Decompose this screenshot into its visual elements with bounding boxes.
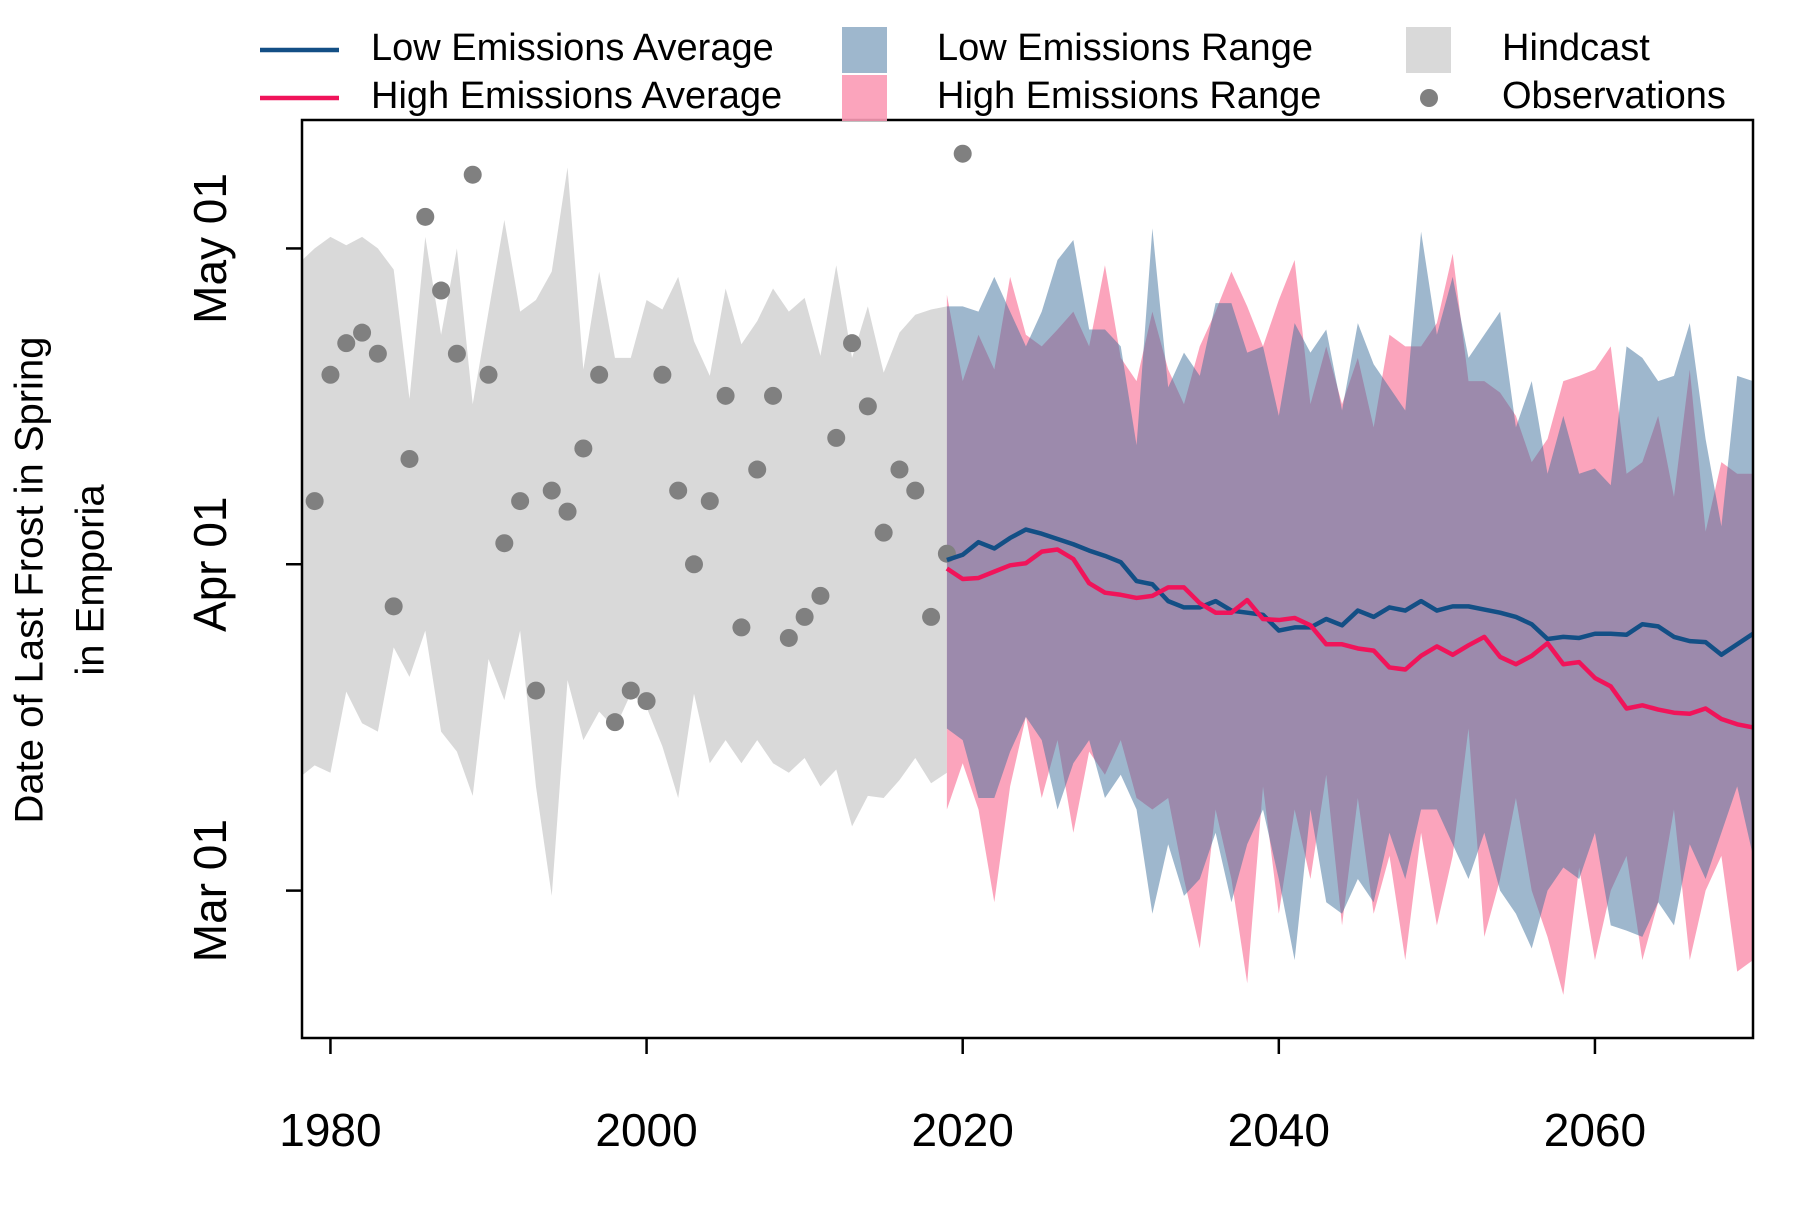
observation-point <box>700 492 719 511</box>
plot-frame <box>300 118 1755 1040</box>
observation-point <box>732 618 751 637</box>
x-tick-label: 2020 <box>912 1104 1014 1156</box>
legend-swatch <box>842 27 887 73</box>
observation-point <box>858 397 877 416</box>
plot-area <box>302 144 1753 995</box>
legend-label: Low Emissions Average <box>371 27 774 69</box>
observation-point <box>922 607 941 626</box>
legend-swatch <box>842 75 887 121</box>
observation-point <box>906 481 925 500</box>
average-line <box>946 527 1753 658</box>
observation-point <box>558 502 577 521</box>
observation-point <box>463 165 482 184</box>
x-tick-label: 2040 <box>1228 1104 1330 1156</box>
observation-point <box>368 344 387 363</box>
observation-point <box>353 323 372 342</box>
observation-point <box>574 439 593 458</box>
x-tick-label: 1980 <box>279 1104 381 1156</box>
observation-point <box>764 386 783 405</box>
observation-point <box>511 492 530 511</box>
legend-label: High Emissions Range <box>937 75 1321 117</box>
observation-point <box>526 681 545 700</box>
observation-point <box>795 607 814 626</box>
observation-point <box>748 460 767 479</box>
y-axis-label: in Emporia <box>69 484 113 676</box>
x-tick-label: 2060 <box>1544 1104 1646 1156</box>
y-tick-label: Apr 01 <box>184 496 236 632</box>
observation-point <box>542 481 561 500</box>
observation-point <box>653 365 672 384</box>
observation-point <box>890 460 909 479</box>
observation-point <box>479 365 498 384</box>
y-tick-label: Mar 01 <box>184 819 236 962</box>
y-tick-label: May 01 <box>184 173 236 324</box>
observation-point <box>669 481 688 500</box>
observation-point <box>827 428 846 447</box>
observation-point <box>432 281 451 300</box>
observation-point <box>447 344 466 363</box>
observation-point <box>400 449 419 468</box>
observation-point <box>811 586 830 605</box>
legend-label: High Emissions Average <box>371 75 782 117</box>
observation-point <box>953 144 972 163</box>
observation-point <box>305 492 324 511</box>
legend-label: Observations <box>1502 75 1726 117</box>
observation-point <box>684 555 703 574</box>
y-axis-label: Date of Last Frost in Spring <box>8 337 52 824</box>
x-tick-label: 2000 <box>595 1104 697 1156</box>
observation-point <box>590 365 609 384</box>
observation-point <box>384 597 403 616</box>
observation-point <box>495 534 514 553</box>
observation-point <box>779 628 798 647</box>
observation-point <box>321 365 340 384</box>
observation-point <box>637 692 656 711</box>
observation-point <box>874 523 893 542</box>
average-line <box>945 547 1753 730</box>
observation-point <box>337 334 356 353</box>
observation-point <box>716 386 735 405</box>
range-band <box>946 228 1753 961</box>
legend-swatch <box>1406 27 1451 73</box>
observation-point <box>621 681 640 700</box>
range-band <box>302 167 947 896</box>
observation-point <box>605 713 624 732</box>
observation-point <box>416 207 435 226</box>
legend-swatch <box>1420 89 1438 107</box>
legend-label: Low Emissions Range <box>937 27 1313 69</box>
observation-point <box>843 334 862 353</box>
legend-label: Hindcast <box>1502 27 1650 69</box>
